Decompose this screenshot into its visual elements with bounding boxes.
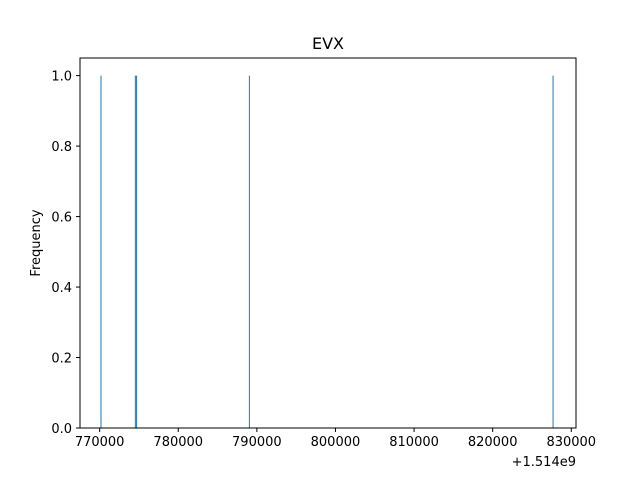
x-tick-label: 770000 — [75, 435, 125, 450]
x-tick-label: 780000 — [153, 435, 203, 450]
y-tick-label: 1.0 — [51, 70, 72, 85]
histogram-bar-1 — [134, 75, 136, 429]
x-tick-label: 790000 — [232, 435, 282, 450]
x-tick-label: 810000 — [389, 435, 439, 450]
y-axis-label: Frequency — [29, 209, 44, 276]
x-axis-offset-label: +1.514e9 — [512, 455, 576, 470]
chart-title: EVX — [312, 34, 344, 53]
x-tick-label: 820000 — [468, 435, 518, 450]
bars-group — [100, 75, 554, 429]
y-tick-label: 0.6 — [51, 211, 72, 226]
x-tick-label: 830000 — [546, 435, 596, 450]
histogram-bar-0 — [100, 75, 102, 429]
y-axis-ticks: 0.0 0.2 0.4 0.6 0.8 1.0 — [51, 70, 80, 437]
y-tick-label: 0.0 — [51, 422, 72, 437]
y-tick-label: 0.4 — [51, 281, 72, 296]
y-tick-label: 0.8 — [51, 140, 72, 155]
histogram-bar-2 — [136, 75, 138, 429]
x-axis-ticks: 770000 780000 790000 800000 810000 820000 8300… — [75, 428, 596, 450]
plot-area-frame — [79, 57, 577, 429]
histogram-bar-4 — [552, 75, 554, 429]
histogram-bar-3 — [248, 75, 250, 429]
x-tick-label: 800000 — [311, 435, 361, 450]
y-tick-label: 0.2 — [51, 352, 72, 367]
